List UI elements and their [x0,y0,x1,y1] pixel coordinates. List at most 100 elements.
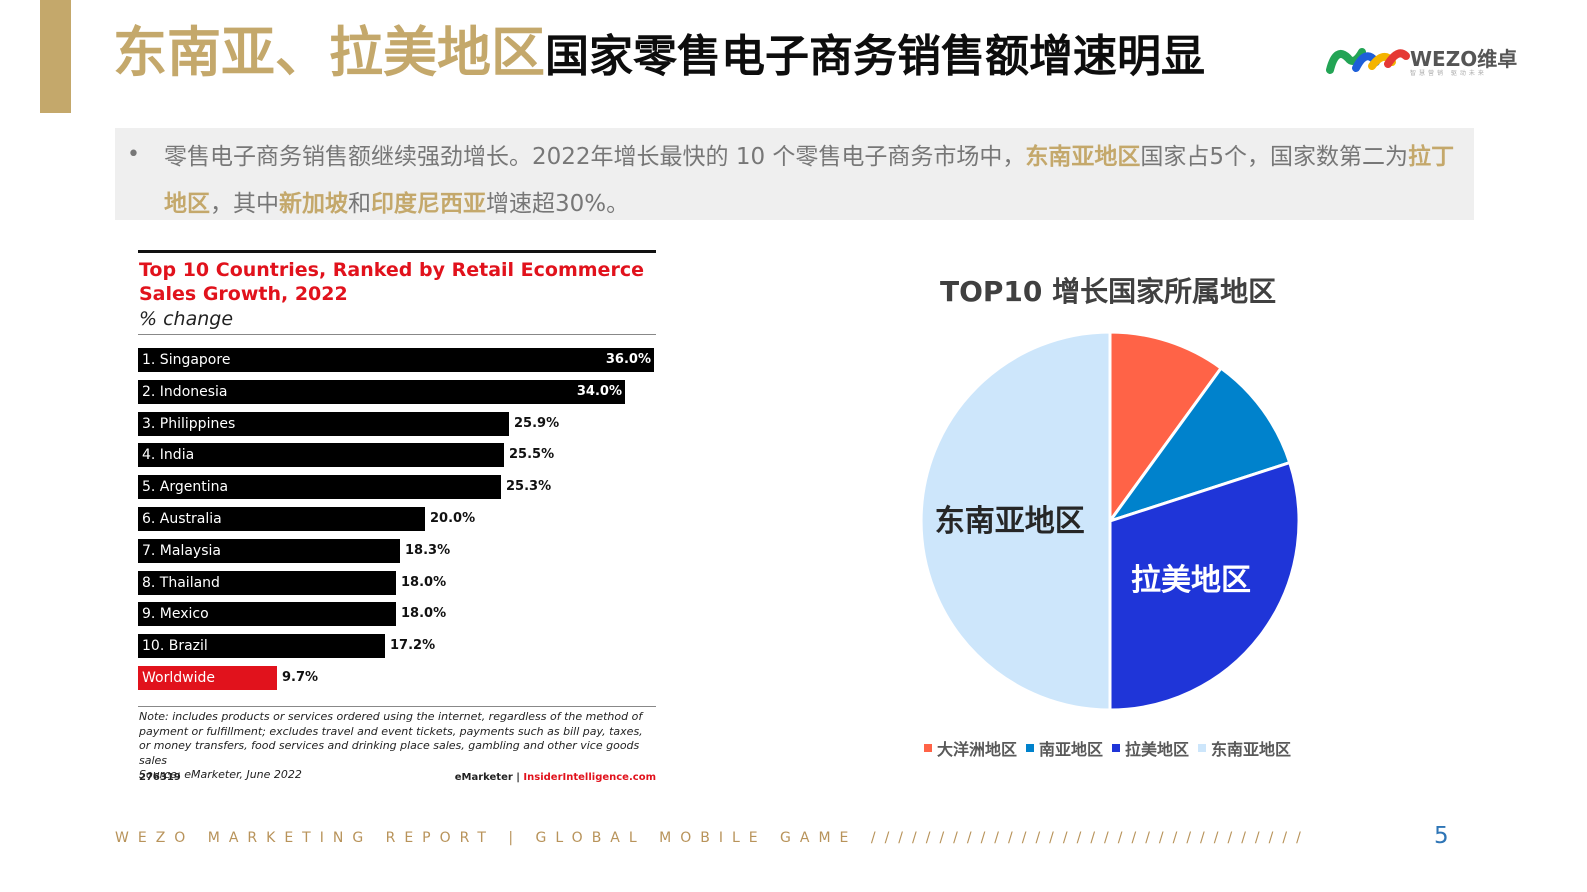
bar-label: 2. Indonesia [142,384,228,400]
brand-separator: | [512,772,524,783]
bar-value-label: 18.0% [401,575,447,590]
logo-icon [1326,48,1410,74]
bar-value-label: 9.7% [282,670,319,685]
bar [138,443,504,467]
chart-brand: eMarketer | InsiderIntelligence.com [455,772,656,783]
pie-slice [1108,460,1301,712]
pie-slice [919,330,1112,712]
bar [138,380,625,404]
chart-separator [138,706,656,707]
legend-item: 南亚地区 [1026,736,1103,760]
bar-label: Worldwide [142,670,215,686]
bar-label: 1. Singapore [142,352,231,368]
chart-note: Note: includes products or services orde… [139,710,657,783]
legend-swatch [924,744,932,752]
source-text: Source: eMarketer, June 2022 [139,768,302,781]
bar-value-label: 25.5% [509,447,555,462]
bar [138,348,654,372]
summary-box: • 零售电子商务销售额继续强劲增长。2022年增长最快的 10 个零售电子商务市… [115,128,1474,220]
bar-value-label: 18.0% [401,606,447,621]
summary-highlight: 印度尼西亚 [371,191,486,217]
bar-row: Worldwide 9.7% [138,666,654,690]
pie-slice [1106,366,1292,524]
bar-value-label: 25.9% [514,416,560,431]
bar [138,412,509,436]
brand-emarketer: eMarketer [454,772,513,783]
bar-row: 1. Singapore 36.0% [138,348,654,372]
bar-label: 6. Australia [142,511,222,527]
bar-value-label: 25.3% [506,479,552,494]
bullet-icon: • [127,142,140,167]
page-number: 5 [1434,823,1449,849]
pie-slice [1108,330,1224,526]
summary-paragraph: 零售电子商务销售额继续强劲增长。2022年增长最快的 10 个零售电子商务市场中… [164,134,1464,228]
bar-row: 4. India 25.5% [138,443,654,467]
title-main: 国家零售电子商务销售额增速明显 [545,31,1205,82]
bar-value-label: 20.0% [430,511,476,526]
bar [138,507,425,531]
legend-label: 拉美地区 [1125,740,1190,759]
bar-row: 5. Argentina 25.3% [138,475,654,499]
bar-row: 9. Mexico 18.0% [138,602,654,626]
bar-row: 10. Brazil 17.2% [138,634,654,658]
logo-tagline: 智慧营销 驱动未来 [1410,70,1487,77]
bar-value-label: 36.0% [605,352,651,367]
pie-legend: 大洋洲地区 南亚地区 拉美地区 东南亚地区 [924,736,1291,760]
legend-swatch [1198,744,1207,752]
bar-label: 10. Brazil [142,638,208,654]
bar-label: 8. Thailand [142,575,220,591]
title-highlight: 东南亚、拉美地区 [113,21,545,84]
summary-text: 和 [348,191,371,217]
legend-label: 大洋洲地区 [937,740,1018,759]
brand-insider: InsiderIntelligence.com [523,772,656,783]
summary-text: 零售电子商务销售额继续强劲增长。2022年增长最快的 10 个零售电子商务市场中… [164,144,1026,170]
bar-value-label: 34.0% [576,384,622,399]
bar-row: 2. Indonesia 34.0% [138,380,654,404]
legend-item: 东南亚地区 [1198,736,1291,760]
note-text: Note: includes products or services orde… [139,710,643,767]
bar-row: 7. Malaysia 18.3% [138,539,654,563]
bar [138,634,385,658]
footer-text: WEZO MARKETING REPORT | GLOBAL MOBILE GA… [115,830,1310,846]
summary-text: 增速超30%。 [486,191,630,217]
emarketer-chart: Top 10 Countries, Ranked by Retail Ecomm… [138,250,656,795]
legend-label: 东南亚地区 [1211,740,1292,759]
pie-chart-title: TOP10 增长国家所属地区 [940,275,1277,308]
legend-swatch [1026,744,1035,752]
legend-label: 南亚地区 [1039,740,1104,759]
bar-label: 3. Philippines [142,416,236,432]
bar-chart-subtitle: % change [139,308,234,330]
summary-highlight: 新加坡 [279,191,348,217]
bar-value-label: 17.2% [390,638,436,653]
wezo-logo: WEZO维卓 智慧营销 驱动未来 [1326,40,1526,80]
summary-text: ，其中 [210,191,279,217]
slide-title: 东南亚、拉美地区国家零售电子商务销售额增速明显 [113,26,1205,80]
bar [138,602,396,626]
summary-highlight: 东南亚地区 [1025,144,1141,170]
bar-row: 8. Thailand 18.0% [138,571,654,595]
logo-text: WEZO维卓 [1410,47,1518,71]
summary-text: 国家占5个，国家数第二为 [1140,144,1409,170]
bar-label: 9. Mexico [142,606,209,622]
pie-slice-label: 东南亚地区 [935,504,1085,539]
chart-top-rule [138,250,656,253]
bar [138,475,501,499]
legend-item: 大洋洲地区 [924,736,1017,760]
chart-code: 276319 [139,772,181,783]
pie-chart: 拉美地区 东南亚地区 [919,330,1301,712]
summary-highlight: 拉丁地区 [164,144,1455,217]
bar-chart-title: Top 10 Countries, Ranked by Retail Ecomm… [139,259,644,305]
bar-label: 4. India [142,447,195,463]
pie-slice-label: 拉美地区 [1131,563,1251,598]
bar-value-label: 18.3% [405,543,451,558]
bar [138,571,396,595]
bar-row: 6. Australia 20.0% [138,507,654,531]
bar-row: 3. Philippines 25.9% [138,412,654,436]
bar-label: 7. Malaysia [142,543,221,559]
bar-label: 5. Argentina [142,479,229,495]
bar [138,666,277,690]
legend-swatch [1112,744,1121,752]
chart-separator [138,334,656,335]
accent-bar [40,0,71,113]
bar [138,539,400,563]
